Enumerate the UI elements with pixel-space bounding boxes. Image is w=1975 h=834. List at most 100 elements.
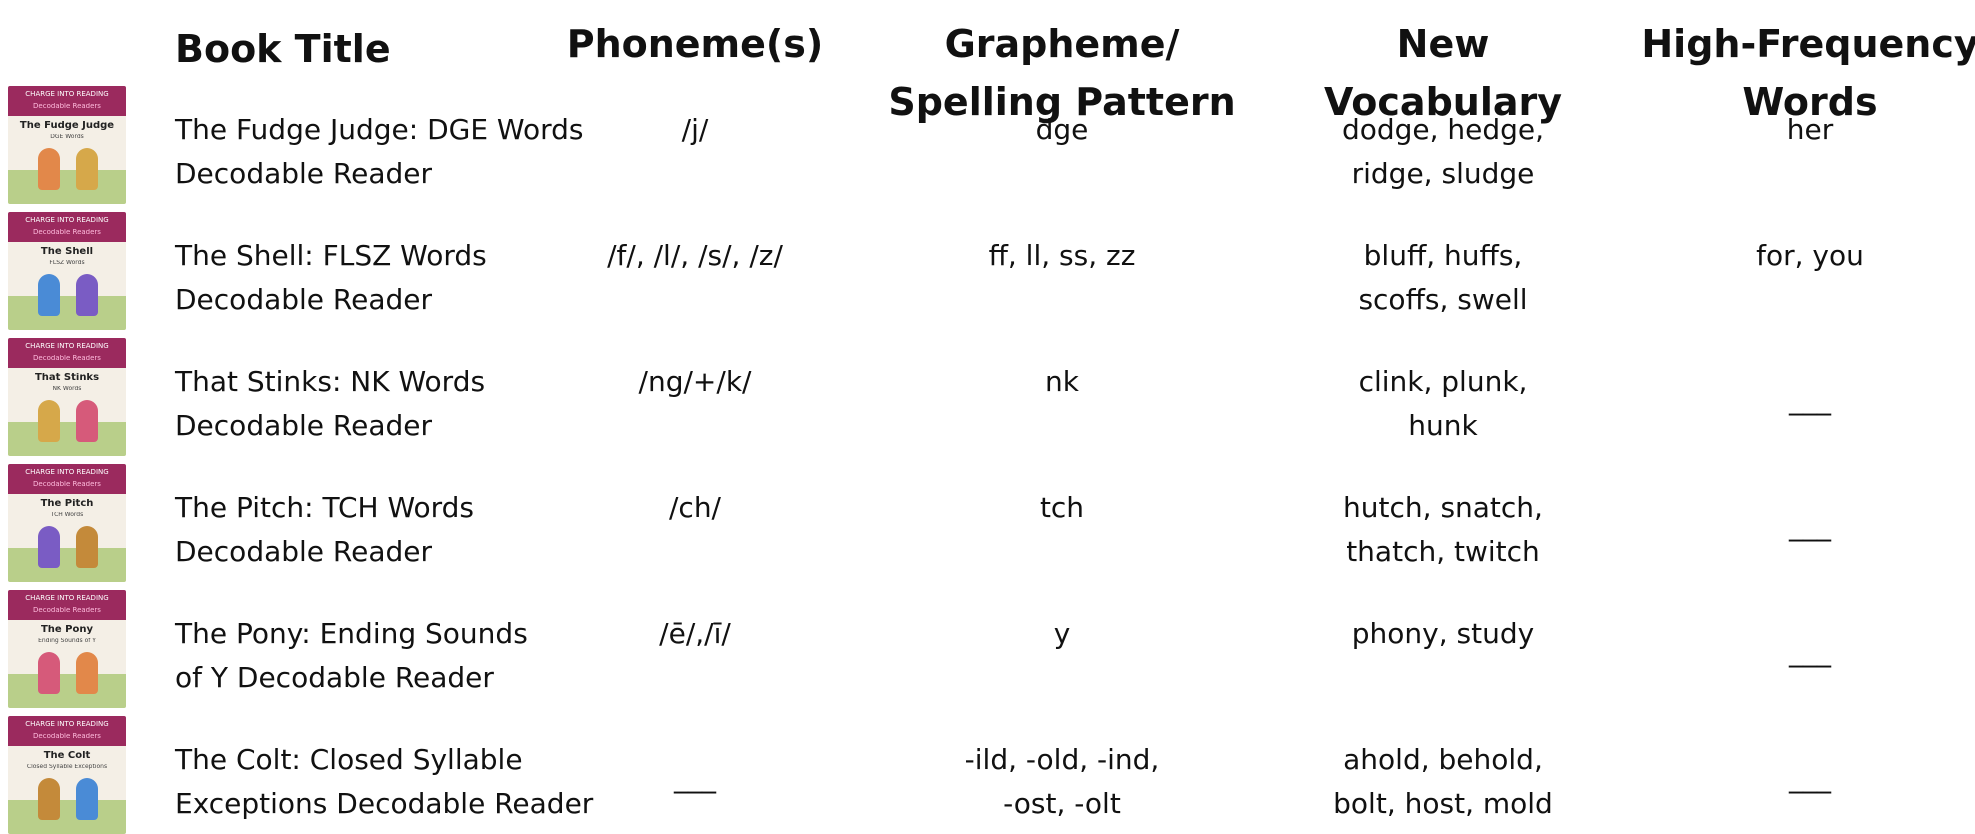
cover-series: Decodable Readers [33,607,101,615]
cover-title: The Pitch [40,499,94,510]
cover-subtitle: Ending Sounds of Y [38,638,96,645]
cover-ground [8,548,126,583]
cell-text: /ē/,/ī/ [659,616,731,650]
book-cover: CHARGE INTO READING Decodable Readers That… [8,338,126,457]
cell-text: nk [1045,364,1079,398]
cover-subtitle: TCH Words [50,512,84,519]
cover-series: Decodable Readers [33,733,101,741]
cell-text: ___ [1789,508,1831,542]
cover-band [8,86,126,117]
book-cover: CHARGE INTO READING Decodable Readers The … [8,86,126,205]
cell-text: bolt, host, mold [1333,787,1553,821]
cover-illustration [38,274,60,317]
cell-text: ___ [674,760,716,794]
cover-band [8,716,126,747]
book-title: Decodable Reader [175,157,433,191]
cover-band [8,212,126,243]
cell-text: ___ [1789,634,1831,668]
book-title: Decodable Reader [175,283,433,317]
cover-title: The Pony [40,625,94,636]
cover-title: The Colt [43,751,91,762]
cell-text: -ild, -old, -ind, [964,742,1160,776]
cover-subtitle: NK Words [52,386,82,393]
book-cover: CHARGE INTO READING Decodable Readers The … [8,464,126,583]
cover-brand: CHARGE INTO READING [25,721,109,729]
cover-title: That Stinks [34,373,100,384]
cover-title: The Fudge Judge [19,121,115,132]
cell-text: /j/ [681,112,709,146]
column-header: Book Title [175,27,391,72]
cover-band [8,590,126,621]
cover-illustration [38,652,60,695]
book-title: The Shell: FLSZ Words [175,238,487,272]
cell-text: clink, plunk, [1358,364,1528,398]
cover-illustration [76,778,98,821]
book-cover: CHARGE INTO READING Decodable Readers The … [8,716,126,834]
cell-text: ___ [1789,382,1831,416]
book-title: The Pitch: TCH Words [175,490,475,524]
cell-text: tch [1039,490,1085,524]
cover-title: The Shell [40,247,94,258]
cover-illustration [38,778,60,821]
cell-text: /ch/ [668,490,721,524]
cover-series: Decodable Readers [33,229,101,237]
cover-band [8,464,126,495]
cell-text: hunk [1408,409,1478,443]
book-title: That Stinks: NK Words [175,364,486,398]
cover-brand: CHARGE INTO READING [25,217,109,225]
cell-text: /ng/+/k/ [638,364,752,398]
cell-text: her [1786,112,1834,146]
book-title: The Colt: Closed Syllable [175,742,523,776]
column-header: Words [1742,80,1878,125]
cell-text: scoffs, swell [1358,283,1528,317]
cover-illustration [38,400,60,443]
cell-text: ff, ll, ss, zz [988,238,1136,272]
column-header: Grapheme/ [944,22,1180,67]
cell-text: /f/, /l/, /s/, /z/ [607,238,783,272]
cover-ground [8,170,126,205]
cover-series: Decodable Readers [33,355,101,363]
cover-brand: CHARGE INTO READING [25,343,109,351]
cell-text: hutch, snatch, [1343,490,1543,524]
cover-series: Decodable Readers [33,103,101,111]
cell-text: phony, study [1351,616,1535,650]
column-header: Phoneme(s) [566,22,824,67]
cover-subtitle: FLSZ Words [49,260,85,267]
cell-text: for, you [1756,238,1864,272]
cover-ground [8,800,126,834]
cell-text: -ost, -olt [1003,787,1121,821]
cover-series: Decodable Readers [33,481,101,489]
column-header: New [1396,22,1490,67]
cover-brand: CHARGE INTO READING [25,469,109,477]
cover-brand: CHARGE INTO READING [25,91,109,99]
book-title: Decodable Reader [175,535,433,569]
book-title: The Fudge Judge: DGE Words [175,112,584,146]
cover-illustration [76,274,98,317]
cell-text: dge [1035,112,1089,146]
cell-text: y [1053,616,1071,650]
cover-illustration [38,526,60,569]
cover-illustration [76,526,98,569]
cover-illustration [76,148,98,191]
book-cover: CHARGE INTO READING Decodable Readers The … [8,590,126,709]
cover-illustration [76,400,98,443]
book-cover: CHARGE INTO READING Decodable Readers The … [8,212,126,331]
column-header: Vocabulary [1323,80,1563,125]
cover-ground [8,296,126,331]
book-title: of Y Decodable Reader [175,661,494,695]
cell-text: ___ [1789,760,1831,794]
book-title: Exceptions Decodable Reader [175,787,594,821]
cover-subtitle: DGE Words [50,134,84,141]
cell-text: bluff, huffs, [1363,238,1523,272]
cover-brand: CHARGE INTO READING [25,595,109,603]
book-title: Decodable Reader [175,409,433,443]
book-title: The Pony: Ending Sounds [175,616,528,650]
cover-subtitle: Closed Syllable Exceptions [26,764,108,771]
column-header: Spelling Pattern [888,80,1236,125]
cover-ground [8,422,126,457]
cover-band [8,338,126,369]
cell-text: ridge, sludge [1351,157,1535,191]
cell-text: dodge, hedge, [1341,112,1545,146]
cell-text: thatch, twitch [1346,535,1540,569]
